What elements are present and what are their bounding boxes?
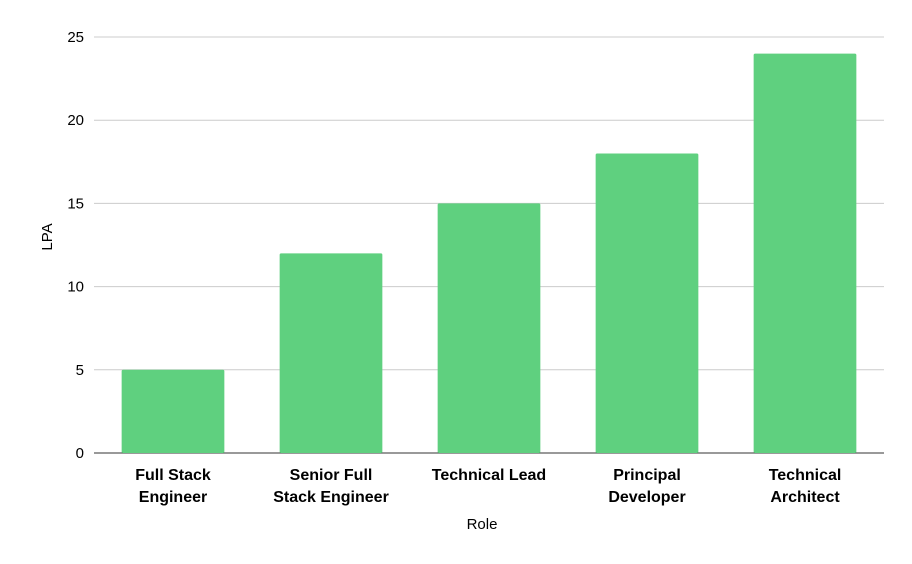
bar [279,253,383,453]
y-tick-label: 5 [76,362,84,379]
x-category-label: Full Stack Engineer [135,467,211,506]
x-category-label: Technical Architect [769,467,842,506]
y-tick-label: 15 [67,195,84,212]
y-tick-label: 20 [67,112,84,129]
bar [121,369,225,453]
bar [595,153,699,454]
y-axis-ticks: 0 5 10 15 20 25 [67,29,84,462]
x-category-label: Senior Full Stack Engineer [273,467,389,506]
bar [753,53,857,453]
y-tick-label: 0 [76,445,84,462]
bars [121,53,857,454]
x-axis-categories: Full Stack Engineer Senior Full Stack Engin… [135,467,841,506]
x-axis-title: Role [467,516,498,533]
y-axis-title: LPA [39,223,56,250]
y-tick-label: 10 [67,279,84,296]
bar [437,203,541,453]
x-category-label: Principal Developer [608,467,685,506]
x-category-label: Technical Lead [432,467,546,484]
y-tick-label: 25 [67,29,84,46]
